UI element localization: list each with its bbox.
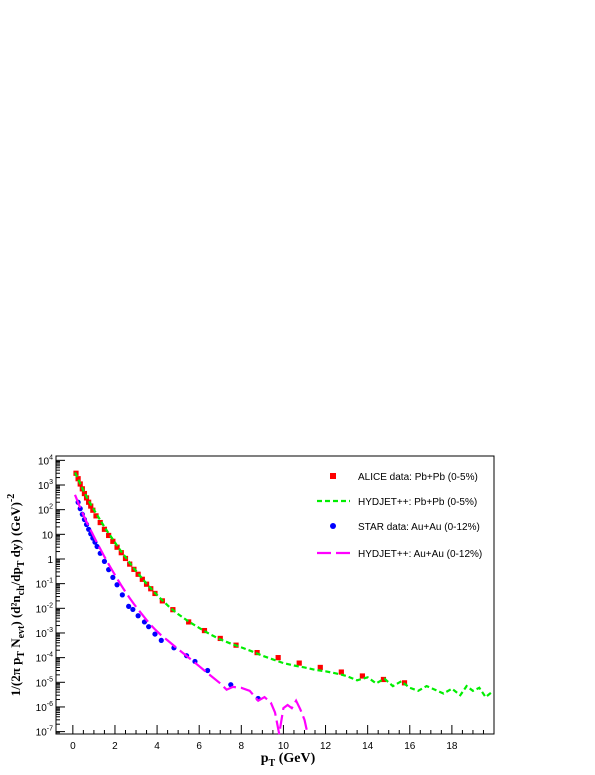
data-point xyxy=(186,619,192,625)
y-tick-exponent: -5 xyxy=(47,676,53,683)
y-tick-label: 102 xyxy=(38,504,53,517)
x-tick-label: 10 xyxy=(278,741,290,752)
axis-title-part: ch xyxy=(16,585,27,595)
x-tick-label: 18 xyxy=(446,741,458,752)
data-point xyxy=(359,673,365,679)
y-tick-label: 10-3 xyxy=(36,627,53,640)
y-tick-label: 10-5 xyxy=(36,676,53,689)
data-point xyxy=(275,655,281,661)
axis-title-part: ) (d²n xyxy=(8,595,23,626)
data-point xyxy=(201,627,208,634)
axis-title-part: T xyxy=(16,560,27,567)
data-point xyxy=(101,558,108,564)
y-tick-label: 104 xyxy=(38,454,53,467)
series-3 xyxy=(73,494,309,735)
data-point xyxy=(146,624,152,630)
y-tick-exponent: 3 xyxy=(49,479,53,486)
axis-title-part: /dp xyxy=(8,567,23,586)
data-series xyxy=(73,470,493,735)
x-tick-label: 8 xyxy=(239,741,245,752)
data-point xyxy=(81,490,88,497)
data-point xyxy=(143,581,150,587)
legend-label: HYDJET++: Au+Au (0-12%) xyxy=(358,549,482,560)
y-tick-exponent: -7 xyxy=(47,726,53,733)
legend-label: ALICE data: Pb+Pb (0-5%) xyxy=(358,472,478,483)
data-point xyxy=(94,543,100,550)
y-tick-label: 10-4 xyxy=(36,652,53,665)
data-point xyxy=(139,576,145,582)
data-point xyxy=(114,582,120,588)
data-point xyxy=(97,519,103,526)
x-tick-label: 16 xyxy=(404,741,416,752)
data-point xyxy=(296,660,302,666)
y-tick-exponent: -1 xyxy=(47,578,53,585)
data-point xyxy=(228,682,234,688)
data-point xyxy=(119,592,125,598)
data-point xyxy=(88,503,94,509)
data-point xyxy=(152,631,158,637)
series-1 xyxy=(74,472,493,699)
x-tick-label: 12 xyxy=(320,741,332,752)
legend-label: HYDJET++: Pb+Pb (0-5%) xyxy=(358,497,477,508)
y-tick-label: 103 xyxy=(38,479,53,492)
series-line xyxy=(74,472,493,699)
y-axis-title: 1/(2π pT Nevt) (d²nch/dpT dy) (GeV)-2 xyxy=(6,494,27,697)
y-tick-exponent: -2 xyxy=(47,602,53,609)
y-axis-ticks: 10-7 10-6 10-5 10-4 10-3 10-2 10-1 1 10 102 103 104 xyxy=(36,454,65,739)
data-point xyxy=(158,637,164,643)
x-axis-title: pT (GeV) xyxy=(261,751,316,769)
plot-frame xyxy=(55,455,495,735)
data-point xyxy=(106,532,112,539)
axis-title-part: dy) (GeV) xyxy=(8,502,23,561)
axis-title-part: T xyxy=(269,758,276,769)
data-point xyxy=(93,513,99,519)
series-line xyxy=(73,494,309,735)
legend-marker xyxy=(330,473,336,479)
x-tick-label: 14 xyxy=(362,741,374,752)
data-point xyxy=(205,667,211,674)
data-point xyxy=(317,664,323,671)
y-tick-exponent: -4 xyxy=(47,652,53,659)
y-tick-label: 10-1 xyxy=(36,578,53,591)
data-point xyxy=(114,544,120,550)
y-tick-label: 10-6 xyxy=(36,701,53,714)
axis-title-part: -2 xyxy=(6,494,17,502)
y-tick-exponent: -6 xyxy=(47,701,53,708)
axis-title-part: N xyxy=(8,638,23,651)
axis-title-part: p xyxy=(261,751,269,766)
data-point xyxy=(110,538,116,544)
y-tick-label: 1 xyxy=(47,555,53,566)
data-point xyxy=(101,526,108,532)
axis-title-part: (GeV) xyxy=(275,751,315,766)
axis-title-part: evt xyxy=(16,625,27,638)
x-tick-label: 2 xyxy=(112,741,118,752)
x-tick-label: 6 xyxy=(196,741,202,752)
data-point xyxy=(135,613,141,619)
y-tick-exponent: 2 xyxy=(49,504,53,511)
data-point xyxy=(380,676,387,683)
y-tick-exponent: 4 xyxy=(49,454,53,461)
y-tick-label: 10-7 xyxy=(36,726,53,739)
data-point xyxy=(130,606,136,613)
y-tick-label: 10-2 xyxy=(36,602,53,615)
data-point xyxy=(90,507,96,513)
data-point xyxy=(110,574,116,580)
data-point xyxy=(75,476,81,482)
legend: ALICE data: Pb+Pb (0-5%) HYDJET++: Pb+Pb … xyxy=(317,472,482,560)
legend-marker xyxy=(330,523,336,529)
x-tick-label: 4 xyxy=(154,741,160,752)
y-tick-exponent: -3 xyxy=(47,627,53,634)
x-tick-label: 0 xyxy=(70,741,76,752)
data-point xyxy=(126,603,132,609)
y-tick-label: 10 xyxy=(42,530,54,541)
axis-title-part: 1/(2π p xyxy=(8,658,23,697)
data-point xyxy=(338,669,344,675)
legend-label: STAR data: Au+Au (0-12%) xyxy=(358,522,480,533)
axis-title-part: T xyxy=(16,651,27,658)
x-axis-ticks: 0 2 4 6 8 10 12 14 16 18 xyxy=(70,725,484,752)
